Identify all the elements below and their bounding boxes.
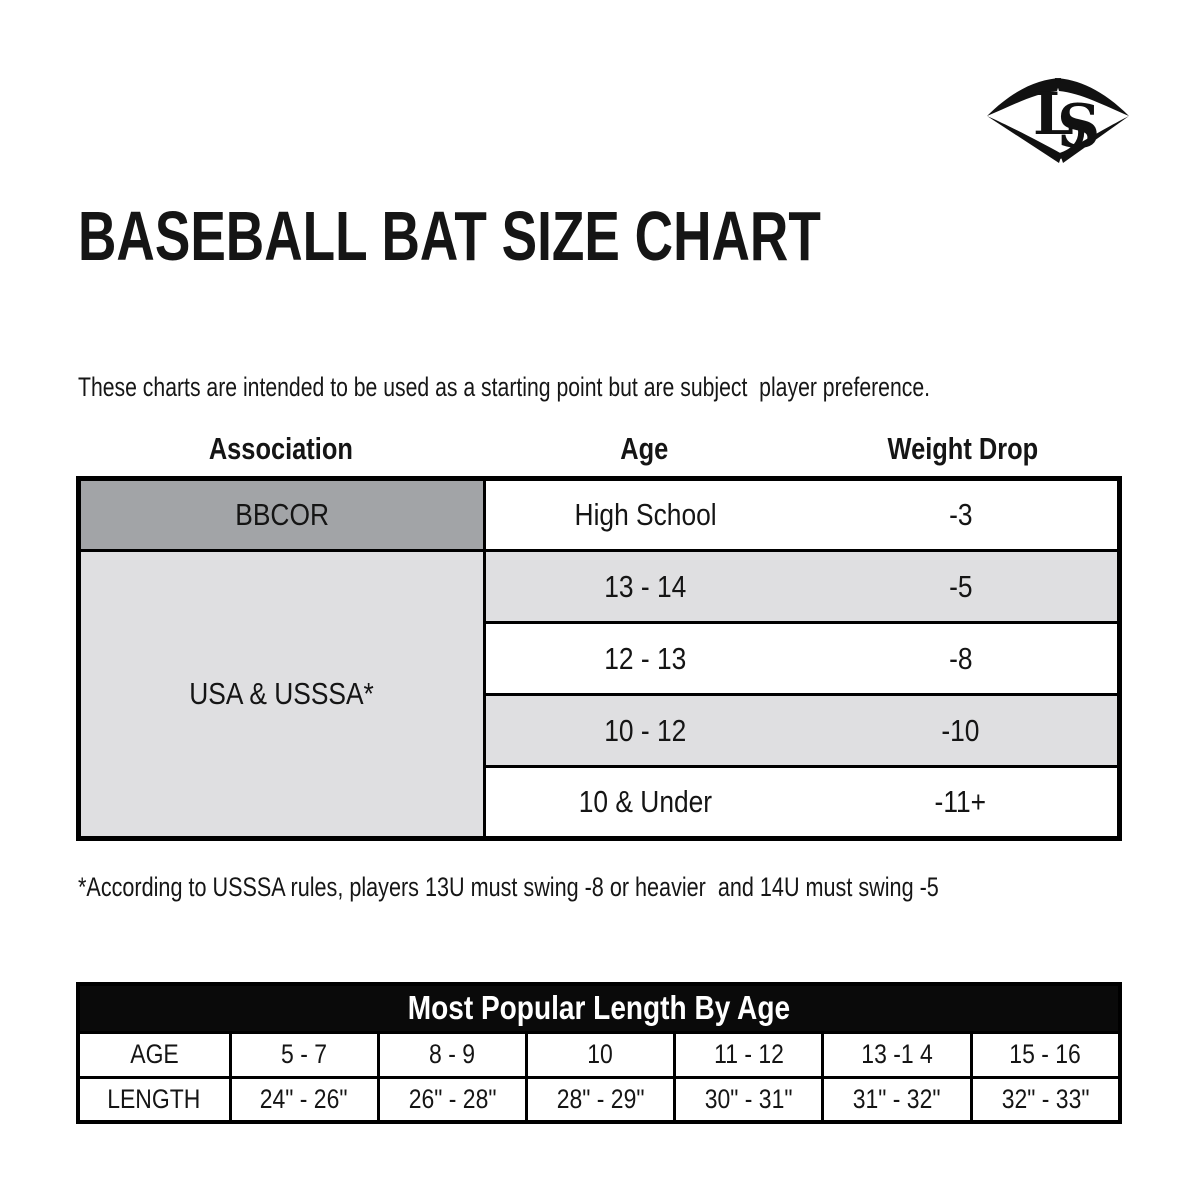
usssa-footnote: *According to USSSA rules, players 13U m… — [78, 872, 939, 902]
cell-age-10-under: 10 & Under — [483, 765, 805, 840]
size-table-column-headers: Association Age Weight Drop — [76, 426, 1122, 472]
length-cell-5: 32" - 33" — [969, 1075, 1122, 1124]
ls-diamond-icon: L S — [987, 78, 1129, 163]
age-cell-3: 11 - 12 — [673, 1030, 825, 1079]
length-cell-3: 30" - 31" — [673, 1075, 825, 1124]
length-cell-2: 28" - 29" — [524, 1075, 677, 1124]
cell-age-12-13: 12 - 13 — [483, 621, 805, 696]
length-by-age-table: Most Popular Length By Age AGE 5 - 7 8 -… — [76, 982, 1122, 1124]
louisville-slugger-logo: L S — [983, 68, 1133, 168]
table-row-13-14: USA & USSSA* 13 - 14 -5 — [77, 549, 1121, 840]
column-header-association: Association — [208, 431, 353, 466]
length-cell-1: 26" - 28" — [376, 1075, 528, 1124]
length-table-age-row: AGE 5 - 7 8 - 9 10 11 - 12 13 -1 4 15 - … — [76, 1030, 1122, 1079]
cell-age-high-school: High School — [483, 477, 805, 552]
length-cell-4: 31" - 32" — [821, 1075, 973, 1124]
length-table-title-row: Most Popular Length By Age — [76, 982, 1122, 1034]
cell-weight-drop-minus8: -8 — [804, 621, 1121, 696]
age-cell-1: 8 - 9 — [376, 1030, 528, 1079]
cell-association-usa-usssa: USA & USSSA* — [77, 549, 486, 840]
age-cell-4: 13 -1 4 — [821, 1030, 973, 1079]
length-cell-0: 24" - 26" — [228, 1075, 380, 1124]
age-cell-0: 5 - 7 — [228, 1030, 380, 1079]
table-row-12-13: 12 - 13 -8 — [79, 621, 1121, 696]
cell-association-bbcor: BBCOR — [77, 477, 486, 552]
cell-weight-drop-minus11plus: -11+ — [804, 765, 1121, 840]
table-row-10-under: 10 & Under -11+ — [79, 765, 1121, 840]
cell-age-13-14: 13 - 14 — [483, 549, 805, 624]
length-table-title-bar: Most Popular Length By Age — [76, 982, 1122, 1034]
age-cell-2: 10 — [524, 1030, 677, 1079]
intro-line-1: These charts are intended to be used as … — [78, 372, 931, 402]
cell-weight-drop-minus5: -5 — [804, 549, 1121, 624]
cell-age-10-12: 10 - 12 — [483, 693, 805, 768]
cell-weight-drop-minus3: -3 — [804, 477, 1121, 552]
length-table-length-row: LENGTH 24" - 26" 26" - 28" 28" - 29" 30"… — [76, 1075, 1122, 1124]
row-label-age: AGE — [76, 1030, 232, 1079]
page-title-text: BASEBALL BAT SIZE CHART — [78, 197, 821, 275]
bat-size-table: BBCOR High School -3 USA & USSSA* 13 - 1… — [76, 476, 1122, 841]
column-header-age: Age — [620, 431, 669, 466]
column-header-weight-drop: Weight Drop — [887, 431, 1039, 466]
page-title: BASEBALL BAT SIZE CHART — [78, 196, 1055, 276]
table-row-10-12: 10 - 12 -10 — [79, 693, 1121, 768]
row-label-length: LENGTH — [76, 1075, 232, 1124]
table-row-bbcor: BBCOR High School -3 — [77, 477, 1121, 552]
age-cell-5: 15 - 16 — [969, 1030, 1122, 1079]
logo-letter-l: L — [1033, 80, 1074, 148]
cell-weight-drop-minus10: -10 — [804, 693, 1121, 768]
